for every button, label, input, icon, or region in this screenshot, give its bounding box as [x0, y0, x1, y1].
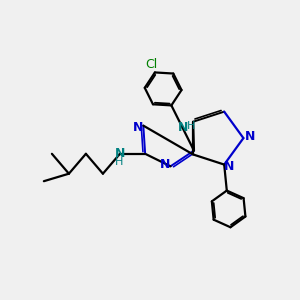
Text: H: H: [187, 121, 195, 130]
Text: N: N: [133, 121, 143, 134]
Text: N: N: [115, 147, 125, 160]
Text: N: N: [178, 122, 188, 134]
Text: N: N: [224, 160, 235, 172]
Text: Cl: Cl: [145, 58, 157, 71]
Text: H: H: [115, 157, 124, 167]
Text: N: N: [160, 158, 170, 171]
Text: N: N: [245, 130, 255, 143]
